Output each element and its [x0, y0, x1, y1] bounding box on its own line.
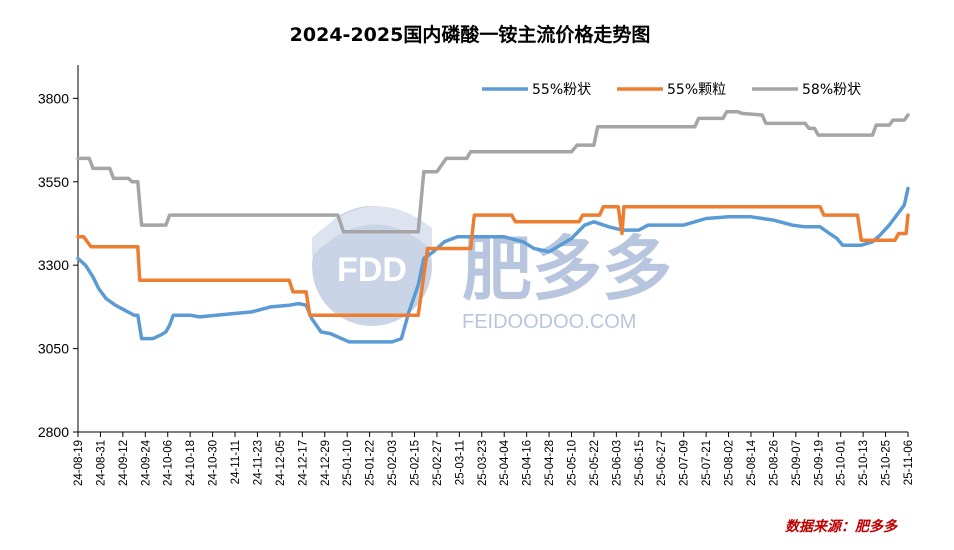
watermark-logo-text: FDD — [337, 251, 407, 289]
x-tick-label: 25-01-10 — [342, 440, 354, 486]
y-tick-label: 2800 — [38, 424, 69, 440]
x-tick-label: 25-03-23 — [477, 440, 489, 486]
y-tick-label: 3300 — [38, 257, 69, 273]
x-tick-label: 25-06-03 — [611, 440, 623, 486]
watermark-logo: FDD — [312, 206, 432, 326]
x-tick-label: 25-06-27 — [656, 440, 668, 486]
x-tick-label: 25-02-27 — [432, 440, 444, 486]
legend-label-3: 58%粉状 — [802, 82, 861, 98]
x-tick-label: 25-07-21 — [701, 440, 713, 486]
source-note: 数据来源：肥多多 — [785, 518, 898, 535]
y-axis: 2800 3050 3300 3550 3800 — [38, 65, 79, 440]
x-tick-label: 25-10-13 — [858, 440, 870, 486]
x-tick-label: 25-04-16 — [522, 440, 534, 486]
legend-label-1: 55%粉状 — [532, 82, 591, 98]
x-tick-label: 25-10-01 — [836, 440, 848, 486]
x-tick-label: 25-08-14 — [746, 439, 758, 486]
x-tick-label: 24-12-29 — [320, 440, 332, 486]
x-tick-label: 25-05-22 — [589, 440, 601, 486]
x-tick-label: 24-09-12 — [118, 440, 130, 486]
series-lines — [76, 109, 910, 344]
y-tick-label: 3550 — [38, 174, 69, 190]
x-tick-label: 24-11-23 — [252, 440, 264, 485]
x-tick-label: 25-01-22 — [365, 440, 377, 486]
x-tick-label: 24-10-30 — [208, 440, 220, 486]
x-tick-label: 25-03-11 — [454, 440, 466, 485]
y-tick-label: 3800 — [38, 90, 69, 106]
x-tick-label: 24-08-19 — [73, 440, 85, 486]
watermark-url: FEIDOODOO.COM — [462, 311, 636, 333]
x-tick-label: 25-07-09 — [679, 440, 691, 486]
x-tick-label: 24-09-24 — [140, 439, 152, 486]
x-tick-label: 25-08-02 — [724, 440, 736, 486]
x-tick-label: 25-11-06 — [903, 440, 915, 485]
x-tick-label: 25-02-03 — [387, 440, 399, 486]
x-tick-label: 25-04-28 — [544, 440, 556, 486]
legend-label-2: 55%颗粒 — [667, 82, 726, 98]
x-tick-label: 25-05-10 — [567, 440, 579, 486]
chart-title: 2024-2025国内磷酸一铵主流价格走势图 — [290, 23, 651, 46]
x-tick-label: 25-09-19 — [813, 440, 825, 486]
x-tick-label: 24-10-06 — [163, 440, 175, 486]
x-tick-label: 25-06-15 — [634, 440, 646, 486]
legend: 55%粉状 55%颗粒 58%粉状 — [482, 82, 861, 98]
x-tick-label: 25-02-15 — [409, 440, 421, 486]
x-tick-label: 24-12-17 — [297, 440, 309, 486]
x-tick-label: 25-09-07 — [791, 440, 803, 486]
x-tick-label: 24-11-11 — [230, 440, 242, 484]
series-line-2 — [76, 205, 910, 317]
x-tick-label: 24-12-05 — [275, 440, 287, 486]
x-axis: 24-08-19 24-08-31 24-09-12 24-09-24 24-10-06… — [73, 431, 915, 486]
x-tick-label: 25-04-04 — [499, 439, 511, 486]
series-line-1 — [76, 186, 910, 344]
series-line-3 — [76, 109, 910, 234]
x-tick-label: 25-10-25 — [881, 440, 893, 486]
y-tick-label: 3050 — [38, 341, 69, 357]
x-tick-label: 25-08-26 — [768, 440, 780, 486]
x-tick-label: 24-10-18 — [185, 440, 197, 486]
x-tick-label: 24-08-31 — [95, 440, 107, 486]
